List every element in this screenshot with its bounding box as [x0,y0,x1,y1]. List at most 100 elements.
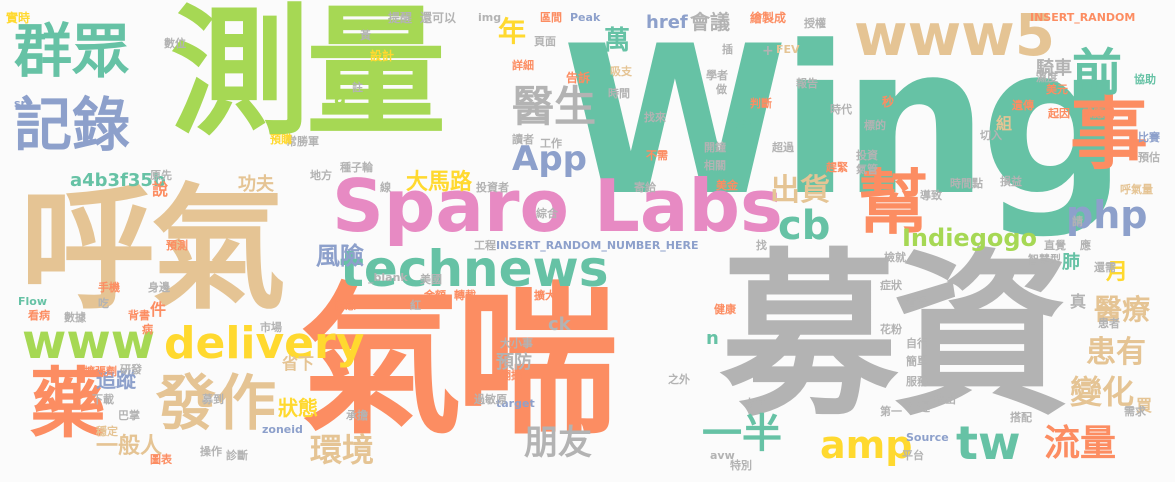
cloud-word: 操作 [200,445,222,458]
cloud-word: 預防 [496,352,532,373]
cloud-word: a4b3f35b [70,170,166,191]
cloud-word: 會議 [690,10,730,34]
cloud-word: 氣喘 [300,269,618,457]
cloud-word: 說 [152,180,169,199]
cloud-word: 功夫 [238,174,274,195]
cloud-word: 募到 [202,393,224,406]
cloud-word: 大小事 [500,337,533,350]
cloud-word: 巴掌 [118,409,140,422]
cloud-word: 報告 [796,77,818,90]
cloud-word: 原先 [150,169,172,182]
cloud-word: 年 [498,15,527,48]
cloud-word: 落在 [736,117,758,130]
cloud-word: 找來 [644,111,666,124]
cloud-word: a [334,88,347,109]
cloud-word: 花粉 [880,323,902,336]
cloud-word: 測量 [170,0,446,155]
cloud-word: 身邊 [148,281,170,294]
cloud-word: 下載 [92,393,114,406]
cloud-word: 告訴 [566,71,591,85]
cloud-word: 學者 [706,69,728,82]
cloud-word: Flow [18,295,48,308]
cloud-word: 種子輪 [340,161,373,174]
cloud-word: 搭配 [1010,411,1032,424]
cloud-word: 手機 [98,281,120,294]
cloud-word: 擴張劑 [84,365,117,378]
cloud-word: 投資者 [476,181,509,194]
cloud-word: 醫生 [512,82,597,131]
cloud-word: Indiegogo [902,224,1038,252]
cloud-word: 之外 [668,373,690,386]
cloud-word: 買 [1136,396,1153,415]
cloud-word: 註 [352,81,363,94]
cloud-word: 數位 [164,37,186,50]
cloud-word: technews [340,240,609,298]
cloud-word: 工程 [474,239,496,252]
cloud-word: 看病 [28,309,50,322]
cloud-word: www5 [854,1,1056,69]
cloud-word: 本文 [744,397,766,410]
cloud-word: 一般人 [96,434,163,459]
cloud-word: 省下 [282,354,315,373]
cloud-word: href [646,12,688,33]
cloud-word: 協助 [1134,73,1156,86]
cloud-word: 判斷 [750,97,772,110]
cloud-word: 檢就 [884,251,906,264]
cloud-word: 地方 [310,169,332,182]
cloud-word: 超過 [772,141,794,154]
cloud-word: 應 [1080,239,1091,252]
cloud-word: 留意 [334,299,356,312]
cloud-word: 時間點 [950,177,983,190]
cloud-word: 頁面 [534,35,556,48]
cloud-word: 記錄 [14,91,131,159]
cloud-word: 醫療 [1094,293,1151,326]
cloud-word: 萬 [604,26,631,56]
cloud-word: 美金 [716,179,738,192]
cloud-word: 插 [722,43,733,56]
cloud-word: 研發 [120,363,142,376]
cloud-word: 智慧型 [1028,253,1061,266]
cloud-word: 事 [1070,90,1149,180]
cloud-word: 紅 [410,299,421,312]
cloud-word: 大馬路 [406,170,473,195]
cloud-word: INSERT_RANDOM [1030,11,1136,24]
cloud-word: 群眾 [14,17,131,85]
cloud-word: 切入 [980,129,1002,142]
cloud-word: 延遲 [908,401,930,414]
cloud-word: 讀者 [512,133,534,146]
cloud-word: 區間 [540,11,562,24]
cloud-word: 工作 [540,137,562,150]
cloud-word: 真 [1070,292,1087,311]
cloud-word: 診斷 [226,449,248,462]
cloud-word: 相關 [704,159,726,172]
cloud-word: 標的 [864,119,886,132]
cloud-word: 還需 [1094,261,1116,274]
cloud-word: 肺 [1062,252,1080,273]
cloud-word: 導致 [920,189,942,202]
cloud-word: INSERT_RANDOM_NUMBER_HERE [496,239,699,252]
cloud-word: 狀態 [278,396,318,420]
cloud-word: 線 [380,181,391,194]
cloud-word: 時間 [608,87,630,100]
cloud-word: 月 [1106,260,1129,285]
cloud-word: 前 [1072,44,1122,102]
cloud-word: src [14,97,33,110]
cloud-word: 看好 [906,295,928,308]
cloud-word: 圖表 [150,453,172,466]
cloud-word: 濕度 [1036,71,1058,84]
cloud-word: 環境 [310,431,375,469]
cloud-word: target [496,397,535,410]
cloud-word: 提醒 [388,11,413,25]
cloud-word: 起因 [1048,107,1070,120]
cloud-word: 過敏原 [474,393,507,406]
cloud-word: 預測 [166,239,188,252]
cloud-word: 授權 [804,17,826,30]
cloud-word: 請 [1072,215,1083,228]
cloud-word: 服務 [906,375,928,388]
cloud-word: n [706,328,719,349]
cloud-word: App [512,139,587,179]
cloud-word: 自行 [906,337,928,350]
cloud-word: Wing [562,3,1127,241]
cloud-word: 變化 [1070,373,1135,411]
